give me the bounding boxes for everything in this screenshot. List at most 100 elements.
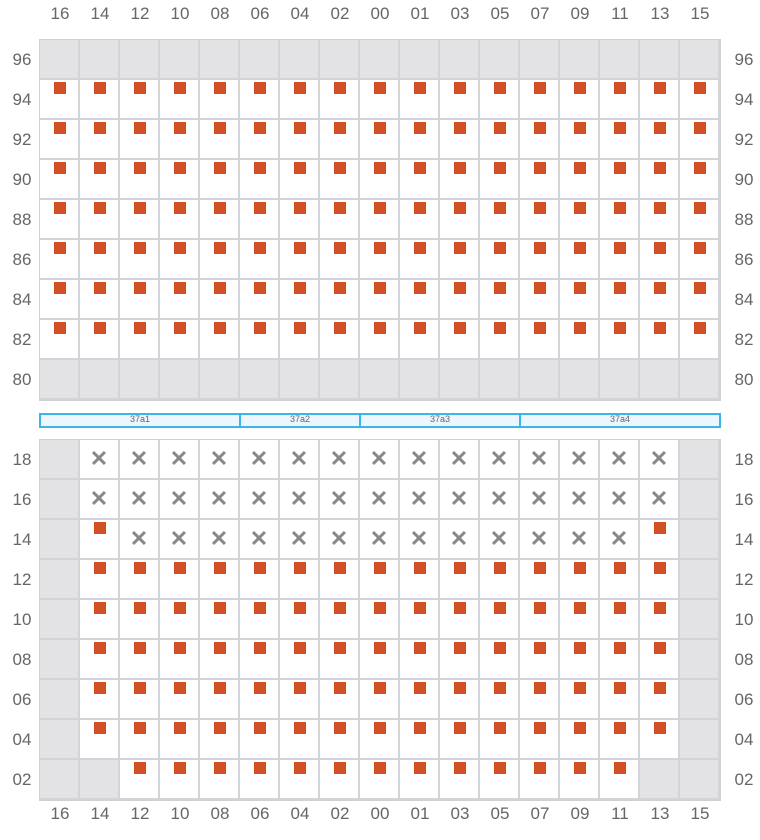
cell-82-01[interactable] [400,320,440,360]
cell-94-06[interactable] [240,80,280,120]
cell-10-01[interactable] [400,600,440,640]
cell-10-09[interactable] [560,600,600,640]
cell-94-13[interactable] [640,80,680,120]
cell-14-00[interactable]: ✕ [360,520,400,560]
cell-94-16[interactable] [40,80,80,120]
cell-94-05[interactable] [480,80,520,120]
cell-16-01[interactable]: ✕ [400,480,440,520]
cell-12-05[interactable] [480,560,520,600]
cell-14-14[interactable] [80,520,120,560]
segment-37a1[interactable]: 37a1 [39,413,241,428]
cell-86-16[interactable] [40,240,80,280]
cell-14-06[interactable]: ✕ [240,520,280,560]
cell-86-14[interactable] [80,240,120,280]
cell-88-00[interactable] [360,200,400,240]
cell-84-09[interactable] [560,280,600,320]
cell-86-15[interactable] [680,240,720,280]
cell-12-13[interactable] [640,560,680,600]
cell-18-00[interactable]: ✕ [360,440,400,480]
cell-84-02[interactable] [320,280,360,320]
cell-08-00[interactable] [360,640,400,680]
cell-90-12[interactable] [120,160,160,200]
cell-86-09[interactable] [560,240,600,280]
cell-16-00[interactable]: ✕ [360,480,400,520]
cell-84-01[interactable] [400,280,440,320]
cell-12-01[interactable] [400,560,440,600]
cell-06-05[interactable] [480,680,520,720]
cell-94-02[interactable] [320,80,360,120]
cell-06-12[interactable] [120,680,160,720]
cell-84-07[interactable] [520,280,560,320]
cell-16-02[interactable]: ✕ [320,480,360,520]
cell-14-07[interactable]: ✕ [520,520,560,560]
segment-37a3[interactable]: 37a3 [359,413,521,428]
cell-06-14[interactable] [80,680,120,720]
cell-06-07[interactable] [520,680,560,720]
cell-92-11[interactable] [600,120,640,160]
cell-84-05[interactable] [480,280,520,320]
cell-82-02[interactable] [320,320,360,360]
cell-82-10[interactable] [160,320,200,360]
cell-06-00[interactable] [360,680,400,720]
cell-86-04[interactable] [280,240,320,280]
cell-90-07[interactable] [520,160,560,200]
cell-18-05[interactable]: ✕ [480,440,520,480]
cell-16-05[interactable]: ✕ [480,480,520,520]
cell-12-03[interactable] [440,560,480,600]
cell-86-05[interactable] [480,240,520,280]
cell-94-12[interactable] [120,80,160,120]
cell-02-11[interactable] [600,760,640,800]
cell-12-10[interactable] [160,560,200,600]
cell-08-04[interactable] [280,640,320,680]
cell-10-07[interactable] [520,600,560,640]
cell-82-16[interactable] [40,320,80,360]
cell-82-09[interactable] [560,320,600,360]
cell-88-14[interactable] [80,200,120,240]
cell-16-04[interactable]: ✕ [280,480,320,520]
cell-94-07[interactable] [520,80,560,120]
cell-94-09[interactable] [560,80,600,120]
cell-92-15[interactable] [680,120,720,160]
cell-10-04[interactable] [280,600,320,640]
cell-10-11[interactable] [600,600,640,640]
cell-16-08[interactable]: ✕ [200,480,240,520]
cell-86-03[interactable] [440,240,480,280]
cell-08-09[interactable] [560,640,600,680]
cell-90-05[interactable] [480,160,520,200]
cell-08-10[interactable] [160,640,200,680]
cell-18-08[interactable]: ✕ [200,440,240,480]
cell-86-01[interactable] [400,240,440,280]
cell-14-11[interactable]: ✕ [600,520,640,560]
cell-92-00[interactable] [360,120,400,160]
cell-90-15[interactable] [680,160,720,200]
cell-10-06[interactable] [240,600,280,640]
cell-86-13[interactable] [640,240,680,280]
cell-90-04[interactable] [280,160,320,200]
cell-18-04[interactable]: ✕ [280,440,320,480]
cell-04-14[interactable] [80,720,120,760]
cell-82-13[interactable] [640,320,680,360]
cell-06-13[interactable] [640,680,680,720]
cell-10-05[interactable] [480,600,520,640]
cell-84-10[interactable] [160,280,200,320]
cell-18-02[interactable]: ✕ [320,440,360,480]
cell-94-00[interactable] [360,80,400,120]
cell-84-15[interactable] [680,280,720,320]
cell-82-12[interactable] [120,320,160,360]
cell-90-06[interactable] [240,160,280,200]
cell-02-07[interactable] [520,760,560,800]
cell-92-06[interactable] [240,120,280,160]
cell-84-08[interactable] [200,280,240,320]
cell-94-04[interactable] [280,80,320,120]
cell-82-04[interactable] [280,320,320,360]
cell-10-08[interactable] [200,600,240,640]
cell-16-07[interactable]: ✕ [520,480,560,520]
cell-10-10[interactable] [160,600,200,640]
cell-94-03[interactable] [440,80,480,120]
cell-88-12[interactable] [120,200,160,240]
cell-86-06[interactable] [240,240,280,280]
cell-12-06[interactable] [240,560,280,600]
cell-02-01[interactable] [400,760,440,800]
cell-18-06[interactable]: ✕ [240,440,280,480]
cell-12-14[interactable] [80,560,120,600]
